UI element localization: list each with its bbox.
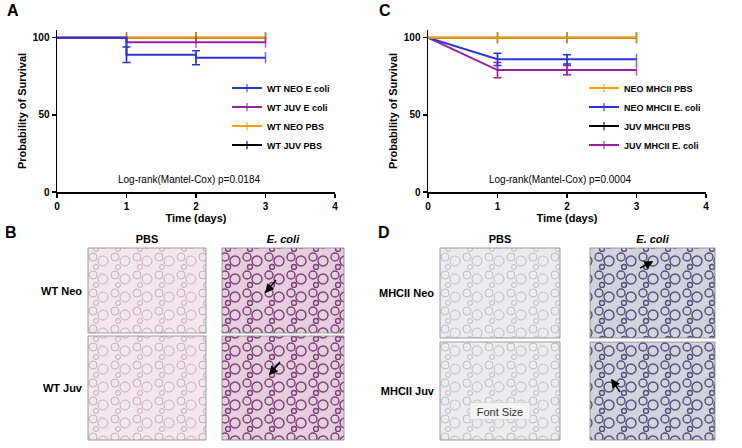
svg-text:Log-rank(Mantel-Cox) p=0.0184: Log-rank(Mantel-Cox) p=0.0184	[118, 174, 260, 185]
svg-text:E. coli: E. coli	[267, 233, 300, 245]
svg-text:E. coli: E. coli	[636, 233, 669, 245]
svg-text:1: 1	[124, 201, 130, 212]
svg-text:4: 4	[332, 201, 338, 212]
svg-text:PBS: PBS	[136, 233, 159, 245]
svg-text:C: C	[379, 2, 391, 19]
svg-text:Log-rank(Mantel-Cox) p=0.0004: Log-rank(Mantel-Cox) p=0.0004	[489, 174, 631, 185]
svg-text:JUV MHCII PBS: JUV MHCII PBS	[624, 122, 691, 132]
svg-text:Time (days): Time (days)	[537, 212, 598, 224]
svg-text:50: 50	[409, 109, 421, 120]
svg-text:Probability of Survival: Probability of Survival	[16, 53, 28, 169]
svg-text:Time (days): Time (days)	[166, 212, 227, 224]
svg-text:4: 4	[703, 201, 709, 212]
svg-text:2: 2	[193, 201, 199, 212]
svg-text:WT NEO PBS: WT NEO PBS	[267, 122, 324, 132]
svg-text:PBS: PBS	[489, 233, 512, 245]
svg-text:50: 50	[38, 109, 50, 120]
svg-text:WT Juv: WT Juv	[43, 382, 83, 394]
svg-text:D: D	[378, 224, 390, 241]
svg-text:0: 0	[415, 187, 421, 198]
svg-text:3: 3	[263, 201, 269, 212]
svg-text:A: A	[7, 2, 19, 19]
svg-text:JUV MHCII E. coli: JUV MHCII E. coli	[624, 141, 699, 151]
svg-text:Probability of Survival: Probability of Survival	[387, 53, 399, 169]
svg-text:2: 2	[564, 201, 570, 212]
svg-text:100: 100	[33, 32, 50, 43]
svg-text:0: 0	[54, 201, 60, 212]
svg-text:NEO MHCII PBS: NEO MHCII PBS	[624, 84, 693, 94]
svg-text:MHCII Neo: MHCII Neo	[379, 287, 434, 299]
svg-text:WT NEO E coli: WT NEO E coli	[267, 84, 330, 94]
svg-text:NEO MHCII E. coli: NEO MHCII E. coli	[624, 103, 701, 113]
svg-text:0: 0	[425, 201, 431, 212]
svg-text:B: B	[5, 224, 17, 241]
svg-text:0: 0	[44, 187, 50, 198]
svg-text:WT JUV E coli: WT JUV E coli	[267, 103, 328, 113]
svg-text:3: 3	[634, 201, 640, 212]
svg-text:1: 1	[495, 201, 501, 212]
svg-text:MHCII Juv: MHCII Juv	[381, 385, 435, 397]
svg-text:WT JUV PBS: WT JUV PBS	[267, 141, 322, 151]
svg-text:Font Size: Font Size	[477, 406, 523, 418]
svg-text:WT Neo: WT Neo	[41, 285, 82, 297]
svg-text:100: 100	[404, 32, 421, 43]
